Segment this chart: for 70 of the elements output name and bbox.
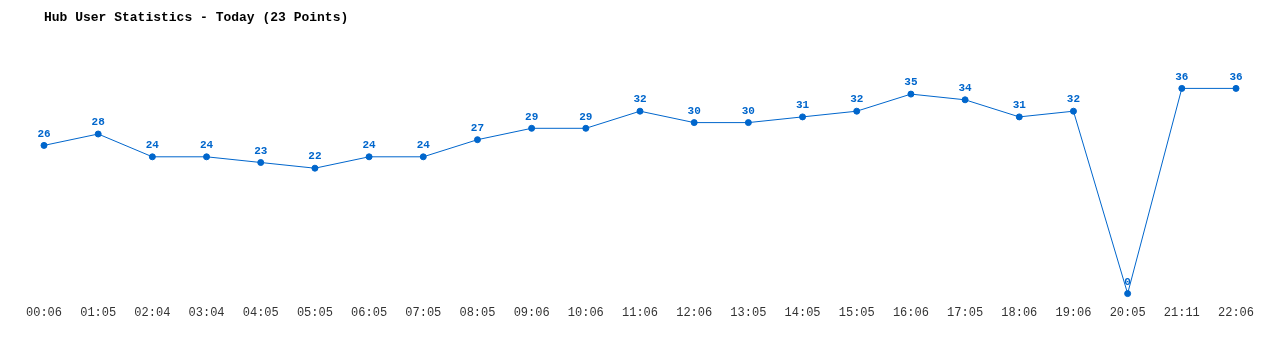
- point: [40, 141, 48, 149]
- data-label: 29: [579, 110, 593, 123]
- point: [528, 124, 536, 132]
- x-tick-label: 07:05: [405, 305, 442, 320]
- x-tick-label: 13:05: [730, 305, 767, 320]
- data-label: 36: [1229, 70, 1243, 83]
- point: [690, 119, 698, 127]
- x-tick-label: 21:11: [1163, 305, 1200, 320]
- point: [419, 153, 427, 161]
- chart-title: Hub User Statistics - Today (23 Points): [44, 10, 349, 26]
- data-label: 24: [145, 139, 160, 152]
- point: [744, 119, 752, 127]
- point: [853, 107, 861, 115]
- point: [1069, 107, 1077, 115]
- data-label: 35: [904, 76, 918, 89]
- x-tick-label: 09:06: [513, 305, 550, 320]
- point: [1178, 84, 1186, 92]
- data-label: 23: [254, 144, 268, 157]
- data-label: 26: [37, 127, 51, 140]
- data-label: 31: [1012, 99, 1027, 112]
- data-label: 29: [525, 110, 539, 123]
- x-tick-label: 16:06: [892, 305, 929, 320]
- point: [203, 153, 211, 161]
- x-tick-label: 04:05: [242, 305, 279, 320]
- data-label: 28: [91, 116, 106, 129]
- point: [582, 124, 590, 132]
- x-tick-label: 17:05: [947, 305, 984, 320]
- point: [799, 113, 807, 121]
- x-tick-label: 08:05: [459, 305, 496, 320]
- x-tick-label: 12:06: [676, 305, 713, 320]
- point: [148, 153, 156, 161]
- point: [311, 164, 319, 172]
- data-label: 24: [199, 139, 214, 152]
- point: [257, 159, 265, 166]
- x-tick-label: 06:05: [351, 305, 388, 320]
- data-label: 32: [850, 93, 864, 106]
- x-tick-label: 14:05: [784, 305, 821, 320]
- x-tick-label: 11:06: [621, 305, 659, 320]
- x-tick-label: 18:06: [1001, 305, 1038, 320]
- x-tick-label: 02:04: [134, 305, 171, 320]
- point: [1232, 84, 1240, 92]
- point: [365, 153, 373, 161]
- x-tick-label: 19:06: [1055, 305, 1092, 320]
- point: [961, 96, 969, 104]
- data-label: 36: [1175, 70, 1189, 83]
- point: [907, 90, 915, 98]
- x-tick-label: 15:05: [838, 305, 875, 320]
- point: [94, 130, 102, 138]
- data-label: 32: [1066, 93, 1081, 106]
- x-tick-label: 01:05: [80, 305, 117, 320]
- point: [473, 136, 481, 144]
- data-label: 27: [470, 121, 485, 134]
- x-tick-label: 00:06: [25, 305, 63, 320]
- data-label: 24: [362, 139, 377, 152]
- x-tick-label: 20:05: [1109, 305, 1146, 320]
- data-label: 30: [687, 104, 701, 117]
- data-label: 34: [958, 82, 973, 95]
- data-label: 22: [308, 150, 322, 163]
- point: [636, 107, 644, 115]
- data-label: 24: [416, 139, 431, 152]
- x-tick-label: 22:06: [1217, 305, 1255, 320]
- point: [1015, 113, 1023, 121]
- data-label: 30: [741, 104, 755, 117]
- point: [1124, 290, 1132, 298]
- x-tick-label: 05:05: [296, 305, 333, 320]
- data-label: 0: [1124, 275, 1131, 288]
- data-label: 32: [633, 93, 647, 106]
- x-tick-label: 03:04: [188, 305, 225, 320]
- data-label: 31: [795, 99, 810, 112]
- x-tick-label: 10:06: [567, 305, 604, 320]
